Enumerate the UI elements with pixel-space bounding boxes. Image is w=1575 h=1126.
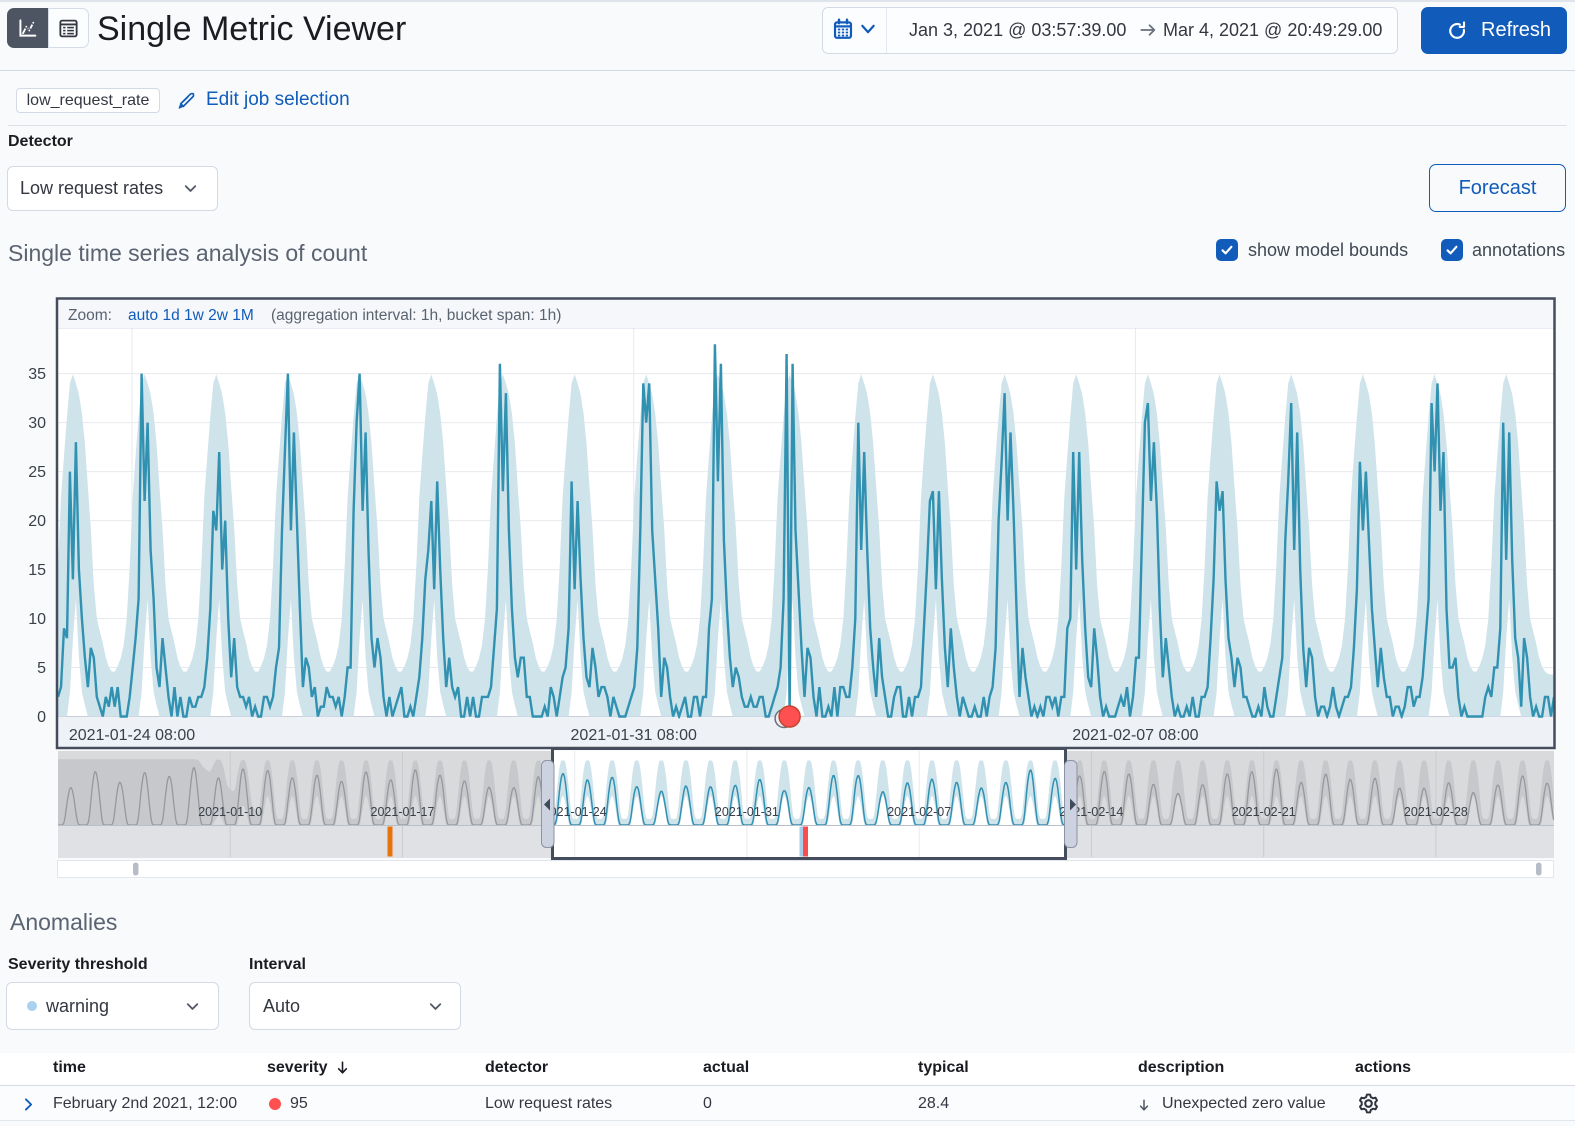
svg-text:2021-02-07: 2021-02-07 [887, 805, 951, 819]
svg-text:Zoom:: Zoom: [68, 307, 112, 324]
svg-text:35: 35 [28, 366, 46, 383]
svg-text:15: 15 [28, 562, 46, 579]
svg-text:2021-01-17: 2021-01-17 [371, 805, 435, 819]
svg-text:2021-02-28: 2021-02-28 [1404, 805, 1468, 819]
svg-text:2021-02-07 08:00: 2021-02-07 08:00 [1072, 727, 1198, 744]
svg-text:2021-01-10: 2021-01-10 [198, 805, 262, 819]
svg-text:(aggregation interval: 1h, buc: (aggregation interval: 1h, bucket span: … [271, 307, 561, 324]
svg-text:25: 25 [28, 464, 46, 481]
svg-text:2021-01-24: 2021-01-24 [543, 805, 607, 819]
svg-text:2021-01-24 08:00: 2021-01-24 08:00 [69, 727, 195, 744]
svg-text:auto 1d 1w 2w 1M: auto 1d 1w 2w 1M [128, 307, 254, 324]
svg-text:2021-01-31: 2021-01-31 [715, 805, 779, 819]
svg-text:0: 0 [37, 709, 46, 726]
svg-text:10: 10 [28, 611, 46, 628]
svg-text:30: 30 [28, 415, 46, 432]
svg-text:20: 20 [28, 513, 46, 530]
svg-text:2021-01-31 08:00: 2021-01-31 08:00 [571, 727, 697, 744]
svg-text:2021-02-21: 2021-02-21 [1232, 805, 1296, 819]
svg-text:5: 5 [37, 660, 46, 677]
